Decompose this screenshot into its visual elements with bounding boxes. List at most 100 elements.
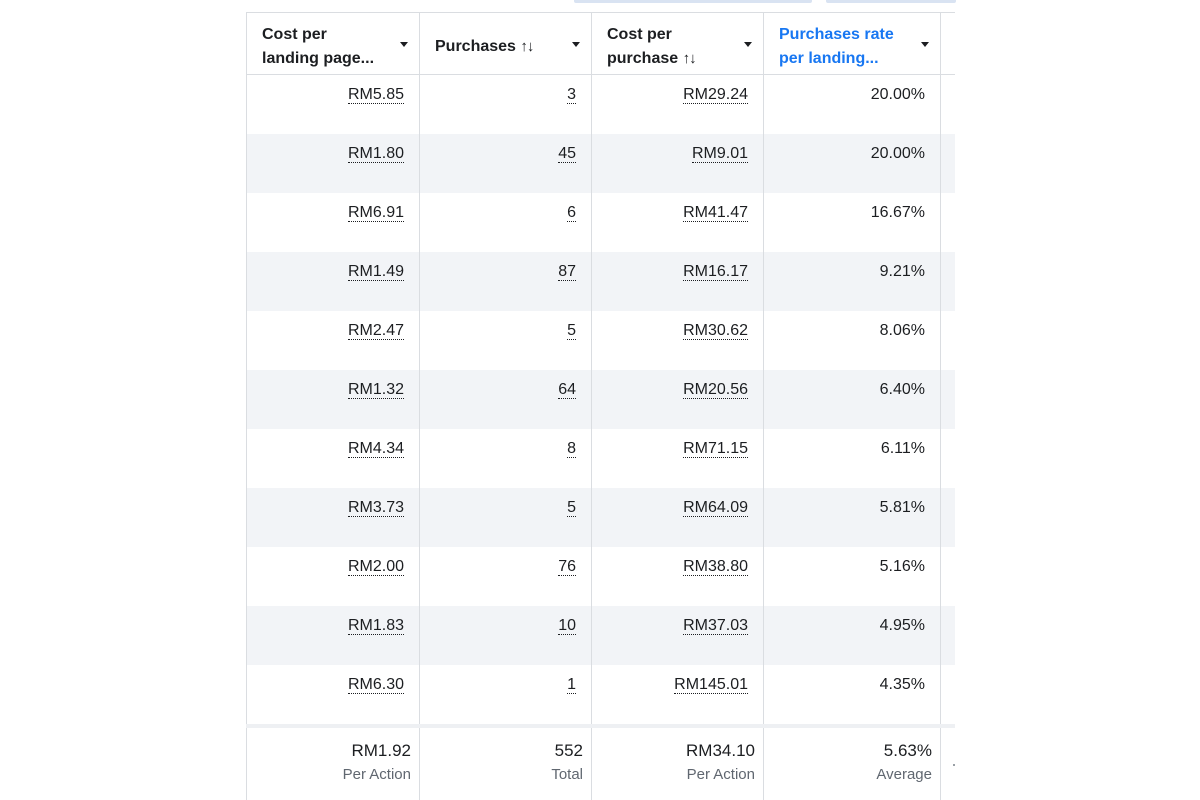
purchase-rate-value: 6.11% <box>880 440 925 457</box>
cell-cost-per-landing-page[interactable]: RM2.47 <box>246 311 420 370</box>
cell-next <box>940 134 955 193</box>
cell-cost-per-landing-page[interactable]: RM6.30 <box>246 665 420 726</box>
cell-purchases[interactable]: 1 <box>419 665 592 726</box>
purchases-link[interactable]: 5 <box>567 499 576 517</box>
cost-per-purchase-link[interactable]: RM29.24 <box>683 86 748 104</box>
cell-purchases[interactable]: 5 <box>419 311 592 370</box>
cell-purchases[interactable]: 87 <box>419 252 592 311</box>
cell-purchase-rate: 16.67% <box>763 193 941 252</box>
purchase-rate-value: 20.00% <box>870 86 925 103</box>
table-row: RM1.83 10 RM37.03 4.95% <box>246 606 955 665</box>
cost-per-purchase-link[interactable]: RM16.17 <box>683 263 748 281</box>
column-header-purchases[interactable]: Purchases ↑↓ <box>419 12 592 75</box>
chevron-down-icon[interactable] <box>921 42 929 47</box>
cell-purchases[interactable]: 76 <box>419 547 592 606</box>
cell-cost-per-purchase[interactable]: RM37.03 <box>591 606 764 665</box>
cost-per-landing-page-link[interactable]: RM5.85 <box>347 86 404 104</box>
cost-per-purchase-link[interactable]: RM9.01 <box>691 145 748 163</box>
purchases-link[interactable]: 87 <box>558 263 576 281</box>
cell-purchases[interactable]: 45 <box>419 134 592 193</box>
cost-per-purchase-link[interactable]: RM41.47 <box>683 204 748 222</box>
cell-purchases[interactable]: 5 <box>419 488 592 547</box>
cell-cost-per-landing-page[interactable]: RM6.91 <box>246 193 420 252</box>
cell-cost-per-landing-page[interactable]: RM4.34 <box>246 429 420 488</box>
purchases-link[interactable]: 64 <box>558 381 576 399</box>
summary-cell: RM34.10 Per Action <box>591 724 764 800</box>
cell-purchases[interactable]: 64 <box>419 370 592 429</box>
cell-purchase-rate: 8.06% <box>763 311 941 370</box>
cell-purchases[interactable]: 10 <box>419 606 592 665</box>
cost-per-landing-page-link[interactable]: RM4.34 <box>347 440 404 458</box>
cost-per-landing-page-link[interactable]: RM2.00 <box>347 558 404 576</box>
summary-label: Per Action <box>686 766 755 783</box>
cost-per-landing-page-link[interactable]: RM1.83 <box>347 617 404 635</box>
cell-purchases[interactable]: 3 <box>419 74 592 134</box>
cost-per-landing-page-link[interactable]: RM6.91 <box>347 204 404 222</box>
column-header-purchase-rate[interactable]: Purchases rate per landing... <box>763 12 941 75</box>
cell-cost-per-purchase[interactable]: RM38.80 <box>591 547 764 606</box>
cell-cost-per-purchase[interactable]: RM30.62 <box>591 311 764 370</box>
column-header-label: purchase <box>607 50 679 67</box>
cost-per-purchase-link[interactable]: RM145.01 <box>674 676 748 694</box>
chevron-down-icon[interactable] <box>572 42 580 47</box>
cell-cost-per-purchase[interactable]: RM64.09 <box>591 488 764 547</box>
cost-per-purchase-link[interactable]: RM71.15 <box>683 440 748 458</box>
cell-cost-per-purchase[interactable]: RM29.24 <box>591 74 764 134</box>
summary-cell: 552 Total <box>419 724 592 800</box>
cost-per-landing-page-link[interactable]: RM1.80 <box>347 145 404 163</box>
purchases-link[interactable]: 1 <box>567 676 576 694</box>
purchases-link[interactable]: 6 <box>567 204 576 222</box>
toolbar-tab-indicator <box>826 0 956 3</box>
summary-cell: RM1.92 Per Action <box>246 724 420 800</box>
cell-cost-per-landing-page[interactable]: RM3.73 <box>246 488 420 547</box>
sort-icon[interactable]: ↑↓ <box>520 38 534 55</box>
purchases-link[interactable]: 76 <box>558 558 576 576</box>
cost-per-purchase-link[interactable]: RM38.80 <box>683 558 748 576</box>
purchases-link[interactable]: 8 <box>567 440 576 458</box>
column-header-cost-per-landing-page[interactable]: Cost per landing page... <box>246 12 420 75</box>
cell-cost-per-landing-page[interactable]: RM1.83 <box>246 606 420 665</box>
column-header-label: per landing... <box>779 50 879 67</box>
cell-purchases[interactable]: 8 <box>419 429 592 488</box>
column-header-cost-per-purchase[interactable]: Cost per purchase ↑↓ <box>591 12 764 75</box>
cell-cost-per-landing-page[interactable]: RM2.00 <box>246 547 420 606</box>
table-row: RM1.49 87 RM16.17 9.21% <box>246 252 955 311</box>
purchase-rate-value: 4.35% <box>879 676 925 693</box>
chevron-down-icon[interactable] <box>744 42 752 47</box>
cell-cost-per-purchase[interactable]: RM41.47 <box>591 193 764 252</box>
cell-cost-per-purchase[interactable]: RM20.56 <box>591 370 764 429</box>
cost-per-purchase-link[interactable]: RM30.62 <box>683 322 748 340</box>
purchase-rate-value: 5.81% <box>879 499 925 516</box>
cost-per-purchase-link[interactable]: RM20.56 <box>683 381 748 399</box>
purchases-link[interactable]: 3 <box>567 86 576 104</box>
cell-cost-per-purchase[interactable]: RM145.01 <box>591 665 764 726</box>
cost-per-landing-page-link[interactable]: RM2.47 <box>347 322 404 340</box>
cell-purchases[interactable]: 6 <box>419 193 592 252</box>
cost-per-landing-page-link[interactable]: RM6.30 <box>347 676 404 694</box>
cost-per-landing-page-link[interactable]: RM1.49 <box>347 263 404 281</box>
cell-cost-per-landing-page[interactable]: RM1.49 <box>246 252 420 311</box>
cell-cost-per-landing-page[interactable]: RM5.85 <box>246 74 420 134</box>
cell-purchase-rate: 5.81% <box>763 488 941 547</box>
cell-next <box>940 370 955 429</box>
purchases-link[interactable]: 10 <box>558 617 576 635</box>
table-row: RM2.00 76 RM38.80 5.16% <box>246 547 956 606</box>
purchases-link[interactable]: 5 <box>567 322 576 340</box>
chevron-down-icon[interactable] <box>400 42 408 47</box>
cell-next <box>940 252 955 311</box>
cell-cost-per-purchase[interactable]: RM9.01 <box>591 134 764 193</box>
column-header-next <box>940 12 955 75</box>
cost-per-landing-page-link[interactable]: RM3.73 <box>347 499 404 517</box>
summary-value: 552 <box>554 741 583 760</box>
cell-cost-per-landing-page[interactable]: RM1.80 <box>246 134 420 193</box>
cost-per-purchase-link[interactable]: RM64.09 <box>683 499 748 517</box>
purchase-rate-value: 6.40% <box>879 381 925 398</box>
cell-cost-per-purchase[interactable]: RM16.17 <box>591 252 764 311</box>
sort-icon[interactable]: ↑↓ <box>682 50 697 67</box>
cost-per-purchase-link[interactable]: RM37.03 <box>683 617 748 635</box>
purchases-link[interactable]: 45 <box>558 145 576 163</box>
cell-cost-per-purchase[interactable]: RM71.15 <box>591 429 764 488</box>
cell-purchase-rate: 6.40% <box>763 370 941 429</box>
cell-cost-per-landing-page[interactable]: RM1.32 <box>246 370 420 429</box>
cost-per-landing-page-link[interactable]: RM1.32 <box>347 381 404 399</box>
